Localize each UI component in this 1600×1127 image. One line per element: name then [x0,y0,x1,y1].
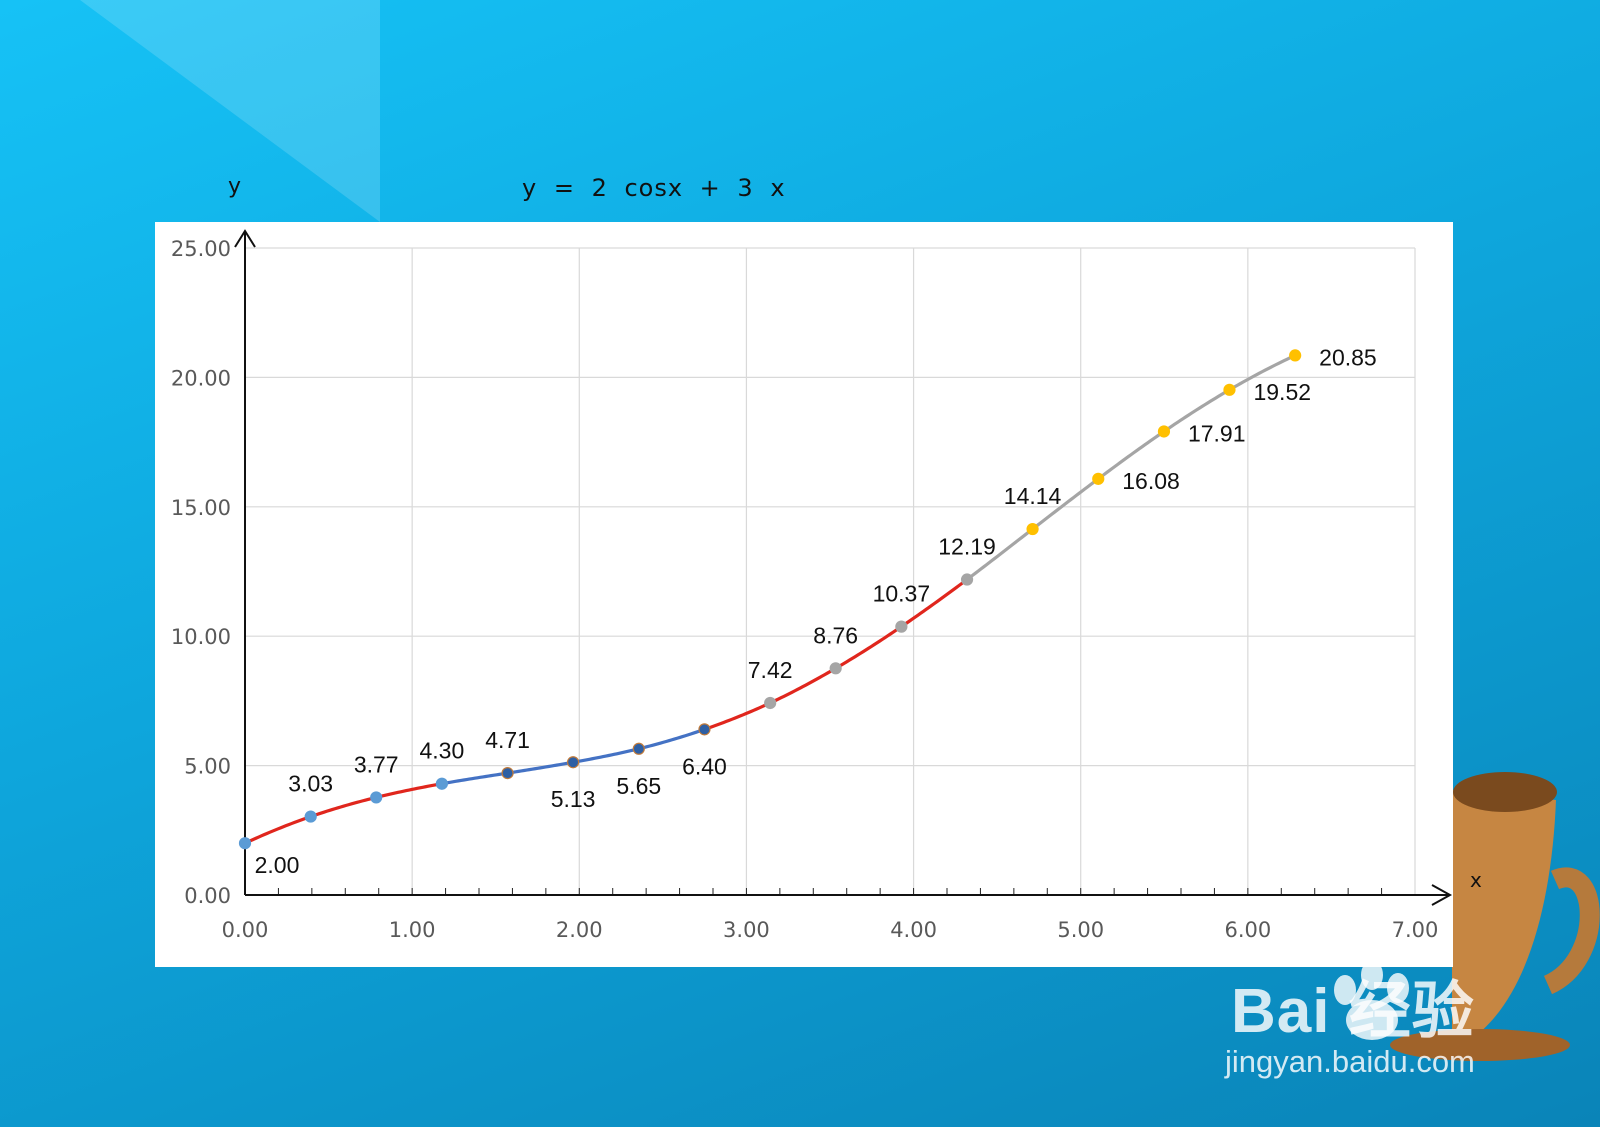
y-tick-label: 15.00 [171,496,231,520]
data-points [238,349,1302,850]
x-tick-label: 1.00 [389,918,436,942]
chart-title: y = 2 cosx + 3 x [522,174,786,202]
line-segment [965,527,1035,582]
tick-labels: 0.00 1.00 2.00 3.00 4.00 5.00 6.00 7.00 0.00 5.00… [171,237,1439,942]
line-segment [571,747,641,764]
data-point [829,662,842,675]
line-segment [702,701,772,731]
y-axis-title: y [228,174,243,199]
x-tick-label: 3.00 [723,918,770,942]
x-tick-label: 0.00 [222,918,269,942]
data-point [501,767,514,780]
data-point [960,573,974,586]
y-axis-arrow [234,229,256,248]
line-segment [309,795,378,819]
data-point [764,696,777,710]
y-tick-label: 5.00 [184,755,231,779]
data-point [698,723,711,736]
data-point [304,810,317,823]
data-label: 19.52 [1253,379,1311,405]
data-point [567,756,580,769]
line-segment [768,666,838,705]
data-point [238,837,252,850]
grid-lines [245,247,1416,895]
x-tick-label: 4.00 [890,918,937,942]
data-label: 10.37 [873,581,931,607]
line-chart: 0.00 1.00 2.00 3.00 4.00 5.00 6.00 7.00 0.00 5.00… [171,229,1453,942]
data-label: 5.65 [616,773,661,799]
x-axis-arrow [1431,884,1453,906]
y-tick-label: 20.00 [171,366,231,390]
data-point [1289,349,1302,362]
data-labels: 2.00 3.03 3.77 4.30 4.71 5.13 5.65 6.40 7.42 8.76… [255,344,1377,878]
data-point [895,620,908,633]
line-segment [505,760,575,775]
y-tick-label: 10.00 [171,625,231,649]
x-tick-label: 7.00 [1392,918,1439,942]
y-tick-label: 0.00 [184,884,231,908]
data-label: 6.40 [682,753,727,779]
data-point [632,742,645,755]
x-axis-title: x [1470,868,1482,892]
watermark: Bai 经验 jingyan.baidu.com [1225,960,1475,1080]
line-segment [1030,477,1100,531]
data-label: 2.00 [255,852,300,878]
paw-logo-icon [1334,960,1409,1040]
data-label: 14.14 [1004,483,1062,509]
data-label: 17.91 [1188,420,1246,446]
data-label: 20.85 [1319,344,1377,370]
watermark-brand: Bai 经验 [1231,977,1475,1046]
x-tick-label: 2.00 [556,918,603,942]
data-label: 7.42 [748,657,793,683]
data-point [1092,472,1105,485]
line-segment [243,814,313,845]
line-segment [440,771,510,786]
data-point [435,777,448,790]
light-ray [80,0,380,222]
data-label: 16.08 [1122,468,1180,494]
line-segment [637,727,707,751]
data-label: 4.30 [420,738,465,764]
line-segment [1162,388,1232,434]
chart-panel: 0.00 1.00 2.00 3.00 4.00 5.00 6.00 7.00 0.00 5.00… [155,222,1453,967]
data-label: 12.19 [938,534,996,560]
data-label: 8.76 [813,622,858,648]
series-line [243,353,1297,845]
line-segment [1227,353,1297,392]
data-label: 4.71 [485,727,530,753]
data-label: 5.13 [551,786,596,812]
data-point [370,791,383,804]
data-label: 3.03 [288,771,333,797]
line-segment [1096,429,1166,481]
data-point [1223,383,1236,396]
line-segment [834,625,903,670]
data-label: 3.77 [354,751,399,777]
watermark-url: jingyan.baidu.com [1225,1044,1475,1079]
x-tick-label: 5.00 [1057,918,1104,942]
y-tick-label: 25.00 [171,237,231,261]
line-segment [374,782,444,800]
axes [234,229,1453,906]
line-segment [899,577,969,629]
x-tick-label: 6.00 [1224,918,1271,942]
coffee-cup-icon [1390,772,1600,1061]
data-point [1157,425,1171,438]
data-point [1026,522,1039,536]
